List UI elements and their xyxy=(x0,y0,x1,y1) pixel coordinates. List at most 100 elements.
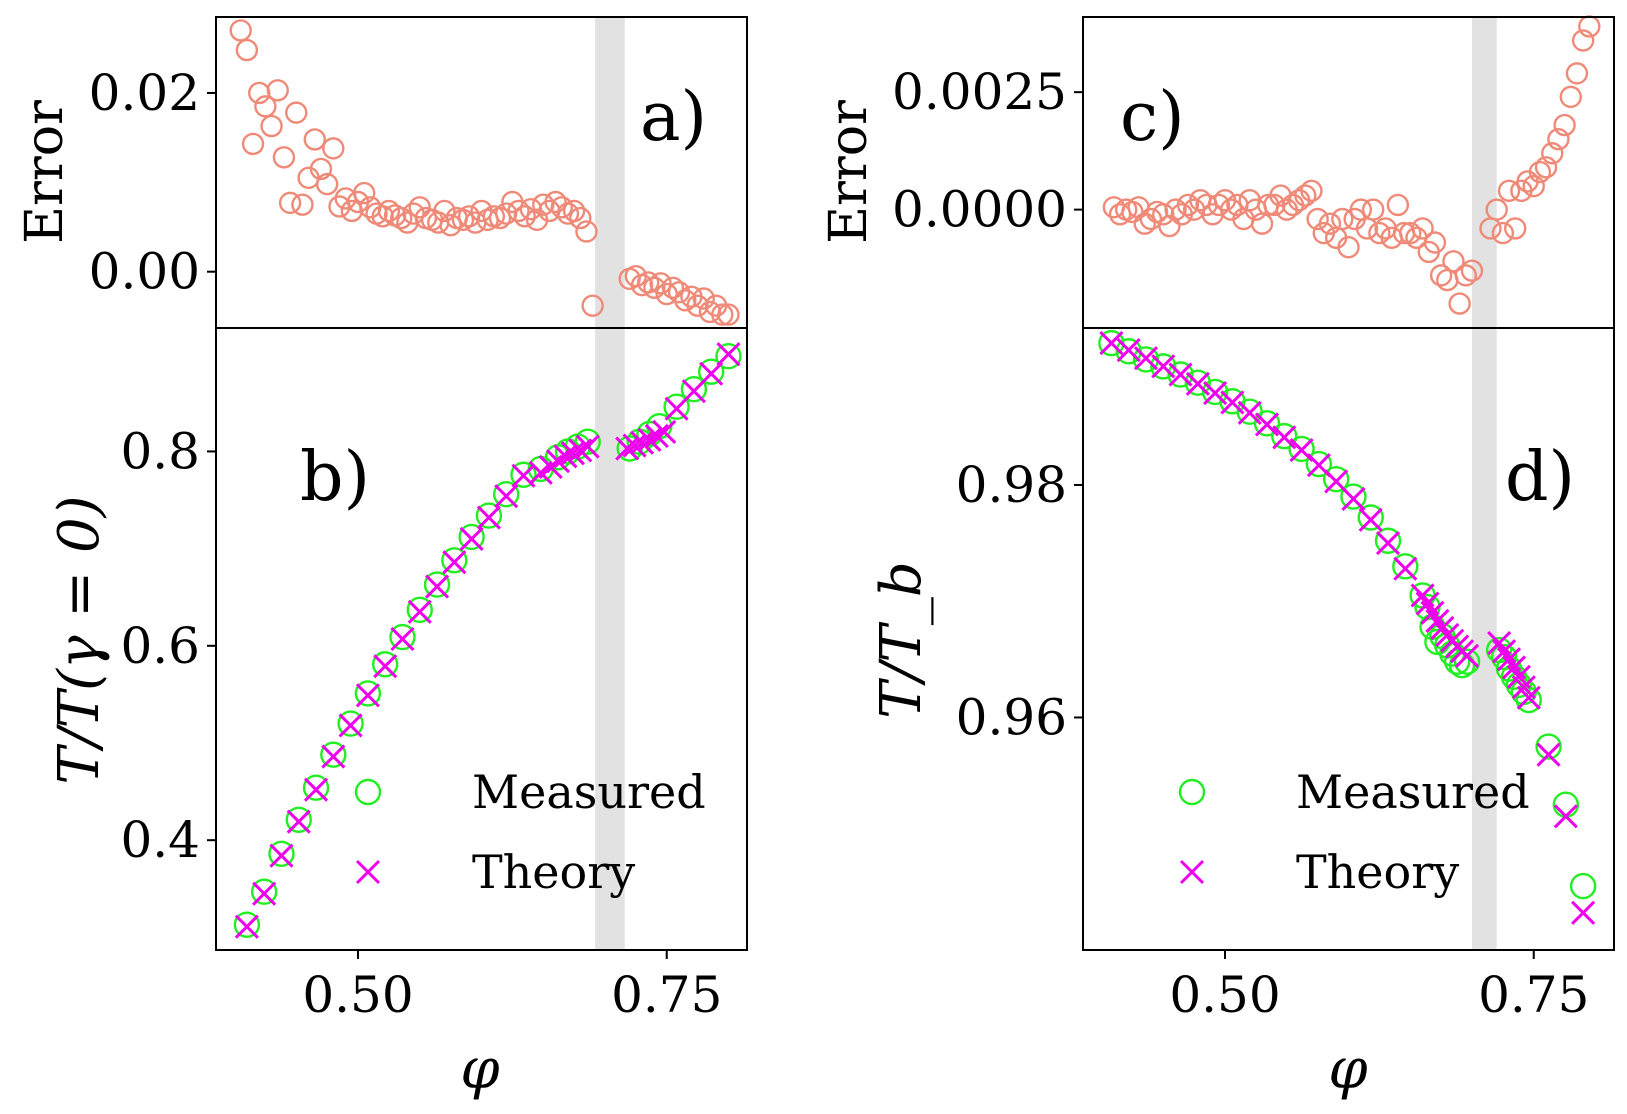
measured-point xyxy=(715,342,742,370)
measured-point xyxy=(1569,872,1597,900)
measured-points-d xyxy=(1098,329,1597,900)
error-point xyxy=(1497,179,1521,203)
theory-point xyxy=(1220,390,1245,415)
error-point xyxy=(1565,62,1589,85)
error-points-c xyxy=(1102,15,1601,315)
theory-point xyxy=(1254,412,1280,437)
measured-point xyxy=(285,806,312,833)
theory-point xyxy=(252,881,277,906)
error-point xyxy=(235,38,259,62)
error-point xyxy=(352,181,376,205)
y-tick-label: 0.0025 xyxy=(892,63,1067,121)
error-point xyxy=(1454,264,1478,287)
theory-point xyxy=(615,436,640,461)
error-point xyxy=(390,206,413,230)
x-tick-label: 0.50 xyxy=(1169,966,1280,1024)
y-tick-label: 0.0000 xyxy=(892,181,1067,239)
measured-point xyxy=(1322,465,1350,493)
error-point xyxy=(507,199,530,223)
error-point xyxy=(569,206,592,230)
error-point xyxy=(322,137,345,160)
error-point xyxy=(581,294,604,317)
y-tick-label: 0.4 xyxy=(120,811,200,869)
error-point xyxy=(291,193,314,216)
measured-point xyxy=(510,461,537,488)
legend-b: Measured Theory xyxy=(354,765,706,899)
error-point xyxy=(1368,221,1391,245)
error-point xyxy=(1164,198,1187,221)
x-ticks-d: 0.50 0.75 xyxy=(1169,950,1589,1024)
error-point xyxy=(1522,174,1545,198)
theory-point xyxy=(1341,486,1366,511)
theory-point xyxy=(568,438,593,463)
error-point xyxy=(229,19,252,42)
measured-point xyxy=(475,502,503,529)
measured-point xyxy=(1150,353,1177,380)
theory-point xyxy=(286,809,311,834)
measured-point xyxy=(1271,422,1298,450)
measured-point xyxy=(250,878,278,905)
panel-label-a: a) xyxy=(640,78,707,157)
error-point xyxy=(1504,217,1527,240)
theory-point xyxy=(1393,556,1418,581)
panel-a: 0.00 0.02 a) Error xyxy=(15,16,748,329)
measured-point xyxy=(1201,378,1229,406)
error-point xyxy=(1121,200,1144,224)
axes-frame-b xyxy=(215,327,748,951)
theory-point xyxy=(575,434,600,459)
error-point xyxy=(562,199,586,223)
error-point xyxy=(717,303,740,326)
theory-point xyxy=(373,654,398,679)
y-axis-title-d: T/T_b xyxy=(869,561,934,718)
error-point xyxy=(272,146,296,169)
x-axis-title-d: φ xyxy=(1328,1037,1367,1102)
error-point xyxy=(1571,29,1595,52)
error-point xyxy=(575,220,598,243)
error-point xyxy=(692,287,715,310)
panel-c: 0.0000 0.0025 c) Error xyxy=(819,15,1615,329)
theory-point xyxy=(1536,742,1561,767)
y-ticks-a: 0.00 0.02 xyxy=(89,64,216,301)
legend-theory-label-d: Theory xyxy=(1296,845,1459,899)
error-point xyxy=(1553,113,1576,137)
error-point xyxy=(649,272,672,295)
theory-point xyxy=(303,777,329,802)
theory-point xyxy=(1237,400,1262,425)
theory-point xyxy=(494,484,519,509)
y-tick-label: 0.96 xyxy=(956,688,1067,746)
error-point xyxy=(278,191,302,215)
y-tick-label: 0.98 xyxy=(956,456,1067,514)
error-point xyxy=(1152,203,1175,226)
error-point xyxy=(408,196,431,219)
theory-point xyxy=(553,444,578,469)
measured-point xyxy=(406,596,433,624)
measured-point xyxy=(1184,369,1212,396)
error-point xyxy=(439,214,462,237)
theory-point xyxy=(637,427,662,452)
measured-point xyxy=(1453,648,1481,675)
theory-point xyxy=(652,419,677,445)
theory-point xyxy=(622,433,647,458)
y-tick-label: 0.02 xyxy=(89,64,200,122)
theory-point xyxy=(407,599,432,624)
error-point xyxy=(1448,292,1471,315)
shaded-band-b xyxy=(595,328,625,950)
theory-point xyxy=(1272,425,1297,450)
error-point xyxy=(1318,212,1342,235)
theory-point xyxy=(1168,362,1193,387)
measured-point xyxy=(1535,733,1562,760)
error-point xyxy=(1337,235,1360,259)
x-tick-label: 0.75 xyxy=(1478,966,1589,1024)
error-point xyxy=(1491,221,1515,245)
theory-point xyxy=(1203,381,1228,406)
error-point xyxy=(260,114,283,138)
measured-point xyxy=(663,393,690,420)
y-tick-label: 0.6 xyxy=(120,617,200,675)
measured-point xyxy=(1443,648,1471,675)
y-ticks-c: 0.0000 0.0025 xyxy=(892,63,1083,239)
theory-point xyxy=(629,430,655,455)
error-point xyxy=(550,196,573,219)
error-point xyxy=(303,128,326,151)
y-ticks-b: 0.4 0.6 0.8 xyxy=(120,422,216,869)
